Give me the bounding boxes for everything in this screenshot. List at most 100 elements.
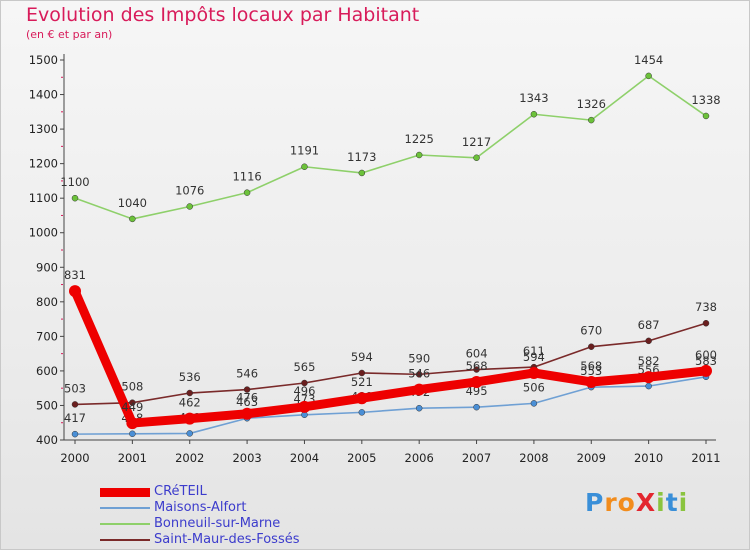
- x-tick-label: 2005: [347, 451, 376, 465]
- data-label-maisons-alfort: 583: [695, 354, 717, 368]
- data-label-saint-maur-des-fosses: 670: [580, 324, 602, 338]
- series-line-bonneuil-sur-marne: [74, 75, 707, 220]
- data-point-bonneuil-sur-marne: [645, 72, 652, 80]
- data-point-creteil: [470, 375, 483, 388]
- data-point-bonneuil-sur-marne: [530, 110, 538, 118]
- legend-label: CRéTEIL: [154, 484, 207, 499]
- data-label-creteil: 582: [638, 354, 660, 368]
- logo-letter: P: [585, 488, 605, 517]
- legend-item-bonneuil-sur-marne: Bonneuil-sur-Marne: [100, 516, 360, 532]
- data-label-bonneuil-sur-marne: 1191: [290, 144, 319, 158]
- data-label-creteil: 831: [64, 268, 86, 282]
- data-point-maisons-alfort: [358, 409, 366, 416]
- data-label-bonneuil-sur-marne: 1040: [118, 196, 147, 210]
- x-tick-label: 2002: [175, 451, 204, 465]
- data-point-maisons-alfort: [186, 430, 193, 437]
- data-point-maisons-alfort: [473, 403, 480, 411]
- data-label-maisons-alfort: 506: [523, 380, 545, 394]
- data-point-creteil: [69, 285, 81, 298]
- data-point-maisons-alfort: [129, 430, 136, 438]
- legend-label: Bonneuil-sur-Marne: [154, 516, 281, 531]
- data-label-creteil: 521: [351, 375, 373, 389]
- data-label-creteil: 449: [121, 400, 143, 414]
- data-point-bonneuil-sur-marne: [186, 203, 193, 210]
- data-point-creteil: [241, 407, 254, 420]
- data-point-saint-maur-des-fosses: [71, 401, 79, 408]
- data-label-saint-maur-des-fosses: 604: [466, 347, 488, 361]
- y-tick-label: 900: [36, 260, 58, 274]
- y-tick-label: 800: [36, 295, 58, 309]
- data-label-bonneuil-sur-marne: 1338: [691, 93, 720, 107]
- data-label-creteil: 600: [695, 348, 717, 362]
- legend-label: Maisons-Alfort: [154, 500, 247, 515]
- data-label-bonneuil-sur-marne: 1217: [462, 135, 491, 149]
- legend-label: Saint-Maur-des-Fossés: [154, 532, 300, 547]
- legend-item-creteil: CRéTEIL: [100, 484, 360, 500]
- series-line-saint-maur-des-fosses: [74, 322, 707, 406]
- y-tick-label: 1400: [29, 88, 58, 102]
- data-label-bonneuil-sur-marne: 1343: [519, 91, 548, 105]
- x-tick-label: 2007: [462, 451, 491, 465]
- data-point-creteil: [700, 364, 712, 377]
- data-point-bonneuil-sur-marne: [358, 169, 366, 177]
- y-tick-label: 400: [36, 433, 58, 447]
- data-label-creteil: 476: [236, 391, 258, 405]
- chart-title: Evolution des Impôts locaux par Habitant: [26, 4, 420, 26]
- data-label-creteil: 462: [179, 396, 201, 410]
- data-point-creteil: [126, 417, 139, 430]
- logo-letter: r: [604, 488, 618, 517]
- y-tick-label: 1300: [29, 122, 58, 136]
- data-label-saint-maur-des-fosses: 687: [638, 318, 660, 332]
- series-line-creteil: [70, 286, 711, 428]
- data-label-saint-maur-des-fosses: 738: [695, 300, 717, 314]
- x-tick-label: 2000: [60, 451, 89, 465]
- data-label-saint-maur-des-fosses: 565: [293, 360, 315, 374]
- data-label-creteil: 496: [293, 384, 315, 398]
- data-point-saint-maur-des-fosses: [129, 399, 136, 406]
- data-point-saint-maur-des-fosses: [186, 389, 193, 397]
- data-label-bonneuil-sur-marne: 1100: [60, 175, 89, 189]
- legend-swatch: [100, 523, 150, 525]
- data-point-saint-maur-des-fosses: [702, 319, 710, 327]
- logo-letter: X: [635, 488, 657, 517]
- data-label-saint-maur-des-fosses: 590: [408, 351, 430, 365]
- data-label-maisons-alfort: 553: [580, 364, 602, 378]
- data-point-creteil: [298, 400, 311, 413]
- data-point-saint-maur-des-fosses: [301, 379, 308, 387]
- y-tick-label: 700: [36, 329, 58, 343]
- x-tick-label: 2001: [118, 451, 147, 465]
- data-label-saint-maur-des-fosses: 536: [179, 370, 201, 384]
- x-tick-label: 2003: [232, 451, 261, 465]
- data-label-saint-maur-des-fosses: 594: [351, 350, 373, 364]
- data-point-saint-maur-des-fosses: [645, 337, 652, 345]
- data-point-bonneuil-sur-marne: [702, 112, 710, 120]
- data-point-bonneuil-sur-marne: [588, 116, 595, 124]
- logo-letter: i: [656, 488, 666, 517]
- x-tick-label: 2008: [519, 451, 548, 465]
- data-point-bonneuil-sur-marne: [243, 189, 251, 196]
- data-label-bonneuil-sur-marne: 1326: [577, 97, 606, 111]
- proxiti-logo: ProXiti: [585, 488, 688, 517]
- data-label-maisons-alfort: 495: [466, 384, 488, 398]
- data-point-maisons-alfort: [71, 430, 79, 438]
- chart-subtitle: (en € et par an): [26, 28, 113, 41]
- x-tick-label: 2004: [290, 451, 319, 465]
- y-tick-label: 600: [36, 364, 58, 378]
- x-tick-label: 2010: [634, 451, 663, 465]
- data-point-maisons-alfort: [530, 400, 538, 407]
- legend-swatch: [100, 487, 150, 497]
- y-tick-label: 1000: [29, 226, 58, 240]
- legend-item-saint-maur-des-fosses: Saint-Maur-des-Fossés: [100, 532, 360, 548]
- data-label-bonneuil-sur-marne: 1225: [405, 132, 434, 146]
- x-tick-label: 2006: [405, 451, 434, 465]
- data-point-bonneuil-sur-marne: [71, 194, 79, 202]
- legend-swatch: [100, 539, 150, 541]
- data-point-creteil: [183, 412, 196, 425]
- data-point-bonneuil-sur-marne: [129, 215, 136, 223]
- y-tick-label: 1200: [29, 157, 58, 171]
- logo-letter: o: [617, 488, 636, 517]
- data-point-creteil: [527, 366, 540, 379]
- data-label-bonneuil-sur-marne: 1173: [347, 150, 376, 164]
- data-point-saint-maur-des-fosses: [243, 386, 251, 393]
